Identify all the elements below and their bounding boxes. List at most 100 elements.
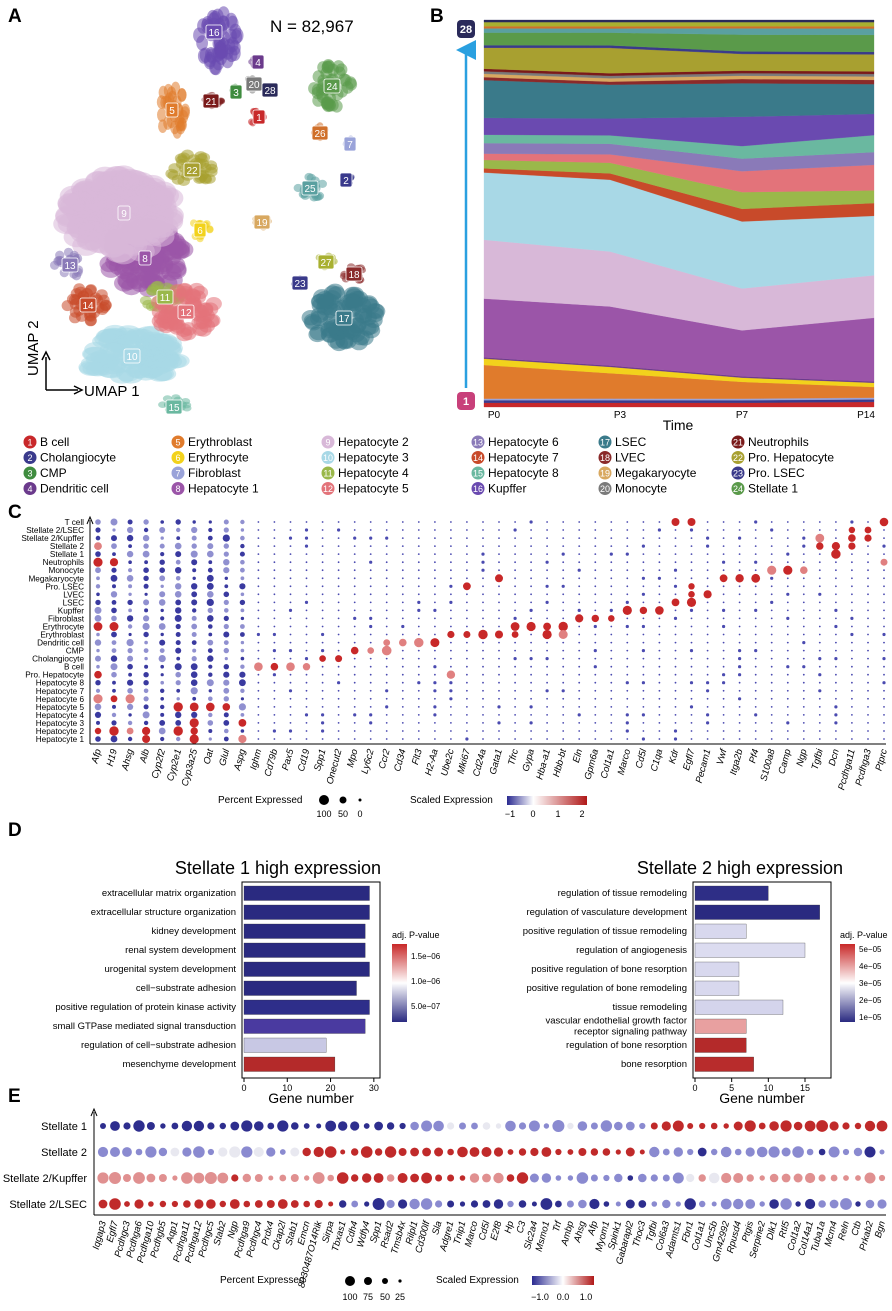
dotplot-dot — [690, 714, 693, 716]
stellate-dot — [505, 1120, 516, 1132]
dotplot-row-hepatocyte-3: Hepatocyte 3 — [36, 719, 85, 728]
umap-cell-cloud-16 — [226, 36, 239, 53]
stellate-size-legend-dot-100 — [345, 1276, 355, 1286]
dotplot-dot — [289, 569, 292, 572]
dotplot-dot — [160, 736, 165, 742]
stellate-dot — [878, 1174, 886, 1182]
umap-cell-cloud-25 — [306, 173, 316, 182]
dotplot-dot — [770, 730, 773, 732]
dotplot-dot — [208, 689, 212, 693]
dotplot-dot — [658, 681, 661, 684]
dotplot-gene-h19: H19 — [105, 747, 120, 767]
dotplot-dot — [690, 569, 693, 572]
dotplot-gene-itga2b: Itga2b — [728, 748, 745, 776]
dotplot-dot — [369, 560, 373, 564]
dotplot-dot — [722, 738, 725, 740]
dotplot-dot — [321, 601, 324, 604]
dotplot-dot — [223, 720, 230, 726]
dotplot-dot — [126, 534, 134, 542]
left-term-mesenchyme-development: mesenchyme development — [122, 1059, 236, 1070]
dotplot-dot — [289, 681, 292, 684]
dotplot-dot — [223, 687, 230, 694]
stellate-dot — [266, 1200, 275, 1208]
stellate-dot — [675, 1201, 681, 1207]
dotplot-dot — [144, 664, 149, 669]
dotplot-dot — [257, 521, 260, 523]
dotplot-dot — [337, 689, 340, 692]
dotplot-dot — [430, 638, 440, 648]
dotplot-dot — [450, 625, 452, 628]
umap-cell-cloud-6 — [206, 225, 214, 233]
dotplot-dot — [353, 697, 356, 700]
dotplot-dot — [867, 722, 869, 724]
dotplot-dot — [626, 689, 629, 692]
dotplot-gene-gypa: Gypa — [520, 748, 537, 773]
dotplot-gene-spp1: Spp1 — [312, 748, 328, 772]
dotplot-dot — [257, 673, 260, 676]
stellate-dot — [853, 1147, 863, 1157]
dotplot-dot — [191, 640, 197, 645]
dotplot-dot — [305, 625, 308, 628]
dotplot-dot — [367, 647, 375, 654]
dotplot-dot — [514, 521, 516, 523]
dotplot-dot — [802, 529, 805, 531]
dotplot-dot — [577, 608, 581, 613]
dotplot-dot — [530, 697, 532, 700]
stellate-dot — [842, 1122, 850, 1130]
dotplot-dot — [658, 553, 661, 555]
dotplot-dot — [482, 529, 484, 531]
dotplot-dot — [466, 681, 468, 684]
dotplot-dot — [883, 738, 885, 740]
dotplot-dot — [353, 601, 356, 604]
dotplot-dot — [770, 600, 774, 605]
dotplot-dot — [143, 696, 149, 702]
dotplot-dot — [802, 544, 806, 548]
dotplot-dot — [722, 560, 726, 564]
stellate-dot — [854, 1122, 862, 1130]
stellate-dot — [313, 1146, 324, 1158]
left-x-tick-10: 10 — [282, 1083, 292, 1093]
dotplot-dot — [207, 648, 213, 653]
dotplot-dot — [385, 617, 388, 620]
dotplot-gene-ccr2: Ccr2 — [377, 747, 393, 770]
dotplot-dot — [321, 569, 324, 572]
dotplot-dot — [835, 738, 837, 740]
dotplot-dot — [111, 720, 117, 726]
dotplot-dot — [450, 561, 452, 564]
dotplot-dot — [385, 561, 388, 564]
dotplot-dot — [498, 657, 500, 660]
dotplot-dot — [381, 645, 392, 656]
stellate-dot — [398, 1199, 408, 1209]
stellate-dot — [507, 1200, 514, 1208]
dotplot-dot — [786, 521, 789, 523]
dotplot-dot — [818, 657, 822, 661]
right-bar-positive-regulation-of-bone-resorption — [694, 961, 740, 977]
umap-cell-cloud-17 — [351, 329, 370, 346]
dotplot-dot — [321, 689, 324, 692]
dotplot-dot — [433, 705, 437, 709]
stellate-dot — [627, 1175, 634, 1181]
dotplot-dot — [175, 567, 182, 574]
dotplot-dot — [690, 617, 693, 620]
dotplot-dot — [867, 649, 869, 652]
dotplot-dot — [321, 529, 324, 531]
dotplot-dot — [835, 561, 837, 564]
dotplot-dot — [562, 577, 565, 580]
dotplot-dot — [867, 625, 869, 628]
dotplot-dot — [143, 583, 149, 589]
dotplot-dot — [289, 697, 292, 700]
dotplot-dot — [143, 567, 149, 573]
left-bar-extracellular-matrix-organization — [243, 885, 370, 901]
dotplot-dot — [722, 521, 725, 523]
dotplot-dot — [786, 545, 789, 547]
dotplot-dot — [321, 729, 325, 733]
stellate-dot — [362, 1173, 372, 1183]
dotplot-dot — [722, 633, 725, 636]
legend-number-15: 15 — [473, 469, 483, 479]
dotplot-dot — [128, 672, 133, 677]
dotplot-dot — [224, 728, 229, 734]
dotplot-dot — [305, 569, 308, 572]
dotplot-dot — [786, 633, 789, 636]
dotplot-dot — [257, 529, 260, 531]
